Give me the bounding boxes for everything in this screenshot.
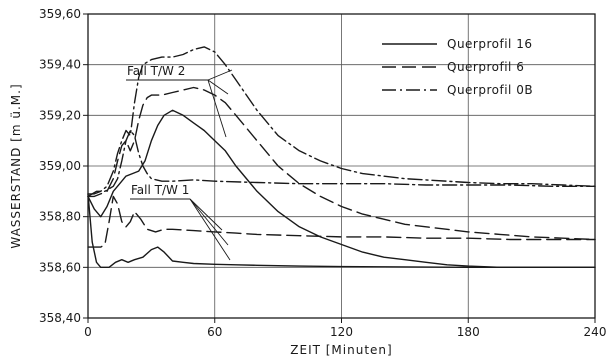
series-line-tw2-dashed: [87, 86, 596, 241]
annotation-label-tw1: Fall T/W 1: [131, 183, 189, 197]
series-line-tw2-dashdot: [87, 46, 596, 195]
y-tick-label-2: 358,80: [39, 210, 81, 224]
annotation-leader-tw2-1: [207, 79, 229, 95]
annotation-leader-tw1-0: [189, 198, 223, 231]
x-tick-label-1: 60: [207, 325, 222, 339]
tick-layer: 0 60 120 180 240 358,40 358,60 358,80 359,00 359,…: [39, 7, 606, 339]
series-line-tw1-dashed: [87, 195, 596, 248]
series-line-tw2-solid: [87, 109, 596, 268]
legend: Querprofil 16 Querprofil 6 Querprofil 0B: [382, 37, 533, 97]
y-tick-label-5: 359,40: [39, 58, 81, 72]
series-line-tw1-solid: [87, 193, 596, 268]
legend-label-dashed: Querprofil 6: [447, 60, 524, 74]
grid-layer: [88, 14, 595, 318]
legend-label-solid: Querprofil 16: [447, 37, 532, 51]
annotations: Fall T/W 2 Fall T/W 1: [126, 64, 233, 261]
x-tick-label-3: 180: [457, 325, 480, 339]
series-layer: [87, 46, 596, 268]
annotation-leader-tw1-1: [189, 198, 229, 246]
annotation-leader-tw1-2: [189, 198, 231, 261]
y-tick-label-4: 359,20: [39, 108, 81, 122]
y-tick-label-1: 358,60: [39, 260, 81, 274]
x-tick-label-2: 120: [330, 325, 353, 339]
x-tick-label-0: 0: [84, 325, 92, 339]
x-tick-label-4: 240: [584, 325, 607, 339]
legend-label-dashdot: Querprofil 0B: [447, 83, 533, 97]
series-line-tw1-dashdot: [87, 129, 596, 198]
y-tick-label-0: 358,40: [39, 311, 81, 325]
y-tick-label-3: 359,00: [39, 159, 81, 173]
y-tick-label-6: 359,60: [39, 7, 81, 21]
x-axis-label: ZEIT [Minuten]: [290, 343, 392, 357]
y-axis-label: WASSERSTAND [m ü.M.]: [9, 83, 23, 248]
annotation-label-tw2: Fall T/W 2: [127, 64, 185, 78]
annotation-leader-tw2-0: [207, 69, 233, 81]
annotation-leader-tw2-2: [207, 79, 227, 138]
